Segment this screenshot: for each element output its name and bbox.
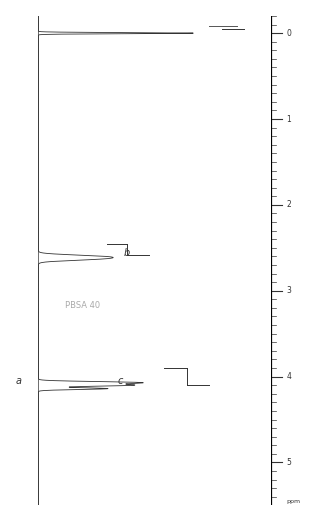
Text: ppm: ppm	[287, 498, 301, 504]
Text: 5: 5	[287, 458, 291, 467]
Text: 2: 2	[287, 201, 291, 210]
Text: $\it{b}$: $\it{b}$	[123, 246, 131, 258]
Text: 0: 0	[287, 29, 291, 38]
Text: $\it{a}$: $\it{a}$	[15, 376, 22, 386]
Text: $\it{c}$: $\it{c}$	[117, 376, 124, 386]
Text: 4: 4	[287, 372, 291, 381]
Text: 1: 1	[287, 114, 291, 123]
Text: 3: 3	[287, 286, 291, 295]
Text: PBSA 40: PBSA 40	[65, 301, 100, 310]
